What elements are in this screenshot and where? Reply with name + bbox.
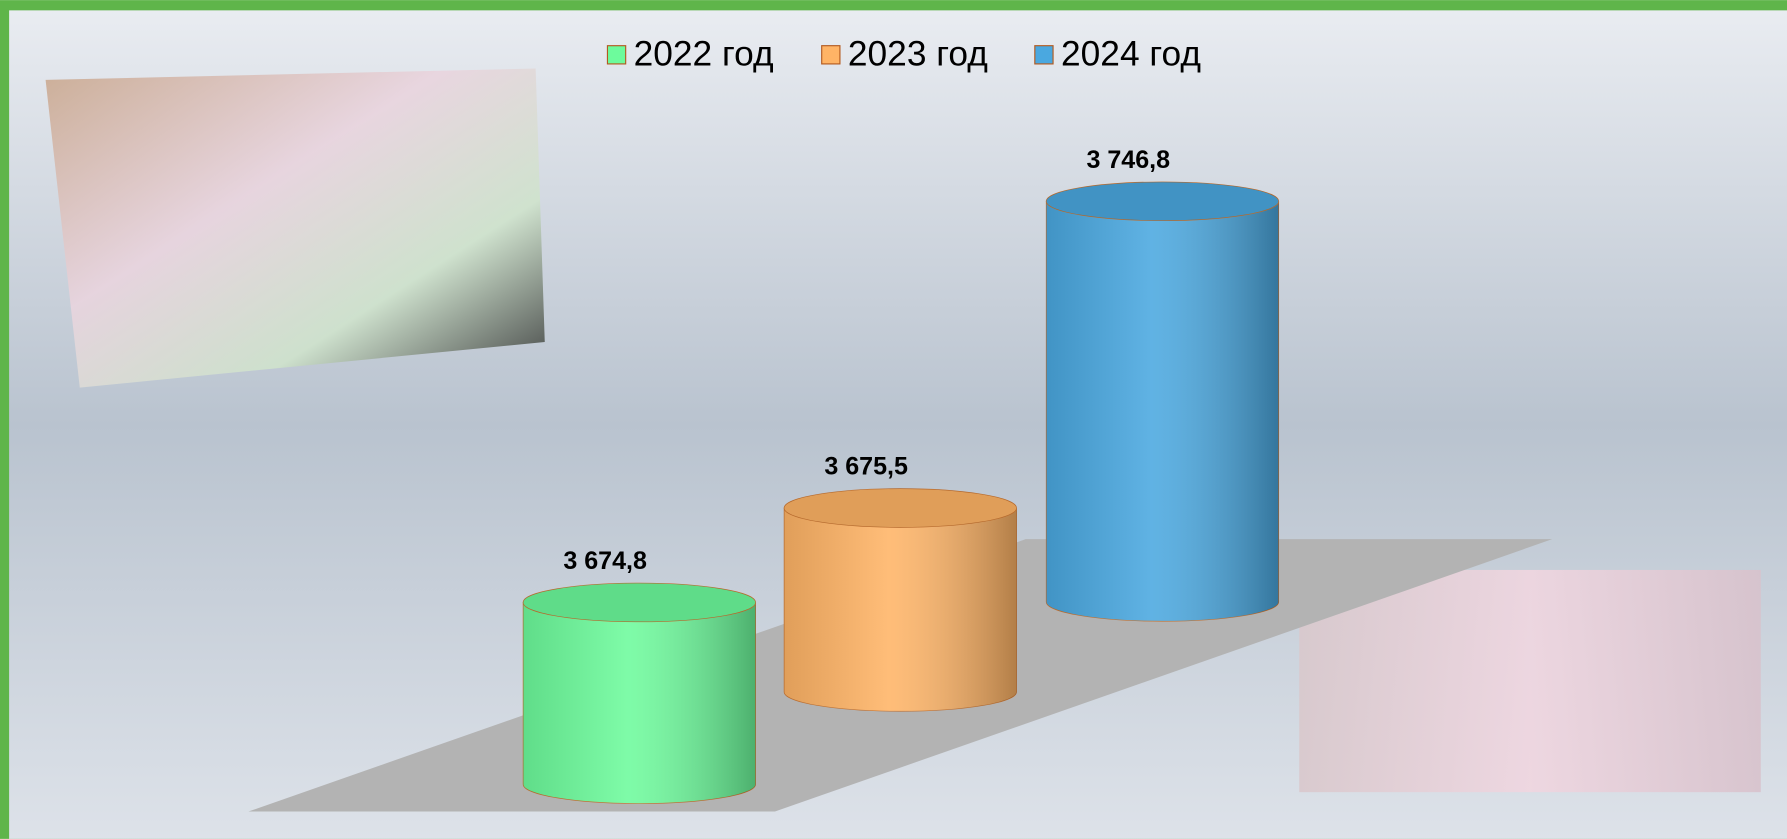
- cylinder-top: [1045, 181, 1280, 222]
- legend-swatch: [606, 45, 627, 65]
- cylinder-shade: [1046, 201, 1279, 622]
- cylinder-shade: [523, 602, 756, 804]
- cylinder-top-shade: [784, 488, 1017, 528]
- cylinder-shade: [784, 508, 1017, 712]
- legend-label: 2022 год: [634, 34, 774, 73]
- data-label: 3 746,8: [1086, 146, 1170, 174]
- legend-label: 2023 год: [848, 34, 988, 73]
- cylinder-top: [783, 488, 1017, 528]
- cylinder-top: [522, 582, 756, 623]
- cylinder-top-shade: [1046, 181, 1279, 221]
- legend: 2022 год 2023 год 2024 год: [606, 34, 1201, 73]
- legend-label: 2024 год: [1061, 34, 1201, 73]
- plot: 3 674,8 3 675,5 3 746,8: [522, 146, 1280, 804]
- photo-stamps: [1299, 569, 1761, 793]
- cylinder-top-shade: [523, 583, 756, 622]
- data-label: 3 675,5: [824, 453, 908, 481]
- legend-swatch: [821, 45, 841, 65]
- data-label: 3 674,8: [563, 547, 647, 575]
- photo-banknotes: [45, 68, 545, 388]
- legend-swatch: [1034, 45, 1054, 65]
